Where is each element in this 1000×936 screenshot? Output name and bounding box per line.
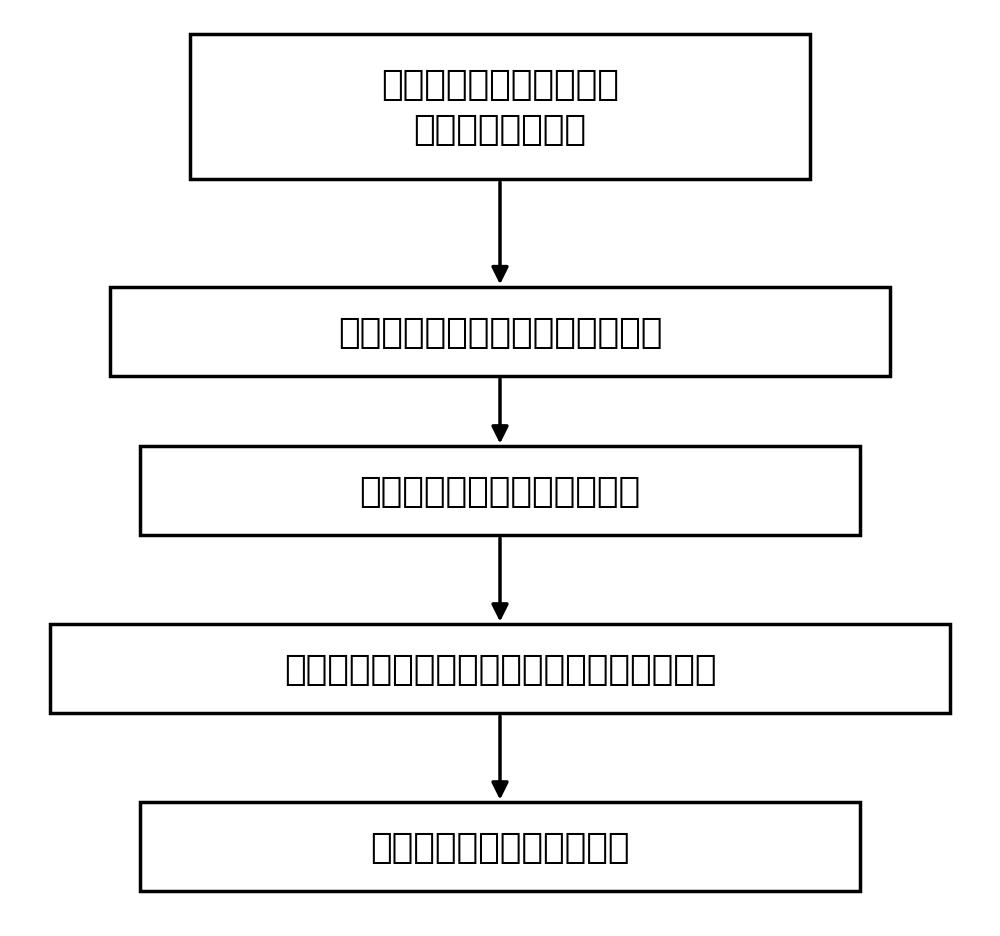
FancyBboxPatch shape (190, 35, 810, 180)
FancyBboxPatch shape (140, 802, 860, 891)
FancyBboxPatch shape (110, 288, 890, 376)
Text: 完成线性度计算所需输入数据的生成与收集。: 完成线性度计算所需输入数据的生成与收集。 (284, 652, 716, 686)
FancyBboxPatch shape (140, 447, 860, 535)
FancyBboxPatch shape (50, 625, 950, 713)
Text: 完成测试设备、待测接收
通道的安装连接。: 完成测试设备、待测接收 通道的安装连接。 (381, 68, 619, 147)
Text: 完成接收通道的线性度计算: 完成接收通道的线性度计算 (370, 830, 630, 864)
Text: 完成测试设备的上电与功能初始化: 完成测试设备的上电与功能初始化 (338, 315, 662, 349)
Text: 完成螺线管上电后的预热过程: 完成螺线管上电后的预热过程 (359, 475, 641, 508)
